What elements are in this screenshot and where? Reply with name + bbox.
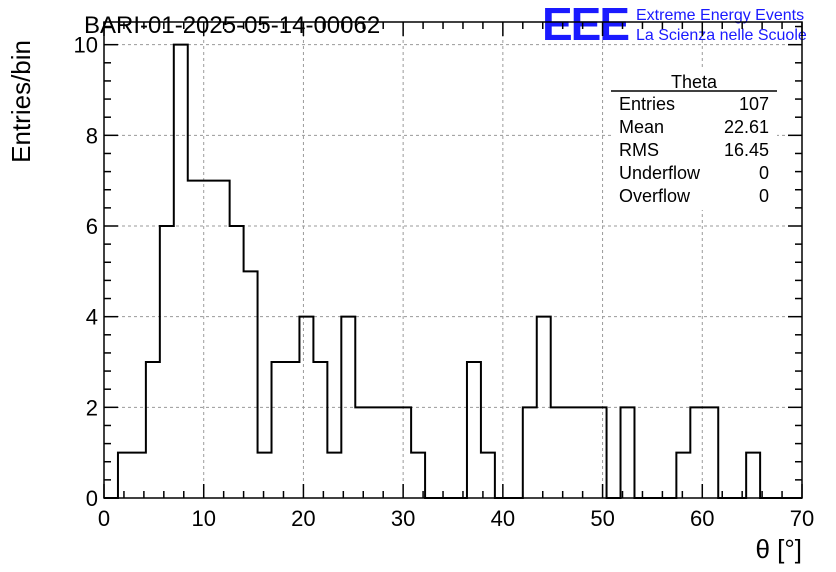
y-tick-label-0: 0: [86, 486, 98, 511]
stats-label-entries: Entries: [619, 94, 675, 114]
chart-title: BARI-01-2025-05-14-00062: [84, 12, 380, 39]
y-tick-label-4: 4: [86, 305, 98, 330]
stats-value-overflow: 0: [759, 186, 769, 206]
stats-label-overflow: Overflow: [619, 186, 691, 206]
y-tick-labels: 0 2 4 6 8 10: [74, 33, 98, 511]
stats-value-underflow: 0: [759, 163, 769, 183]
x-axis-title: θ [°]: [755, 534, 802, 564]
stats-name: Theta: [671, 72, 718, 92]
logo-line-2: La Scienza nelle Scuole: [636, 27, 807, 44]
logo-mark: EEE: [542, 0, 628, 50]
y-tick-label-8: 8: [86, 123, 98, 148]
plot-frame: [103, 21, 803, 499]
x-tick-label-60: 60: [690, 506, 714, 531]
logo-line-1: Extreme Energy Events: [636, 7, 804, 24]
stats-rows: Entries 107 Mean 22.61 RMS 16.45 Underflow 0 Ove…: [619, 94, 769, 206]
y-tick-label-2: 2: [86, 395, 98, 420]
stats-value-rms: 16.45: [724, 140, 769, 160]
stats-value-entries: 107: [739, 94, 769, 114]
y-axis-title: Entries/bin: [6, 40, 36, 163]
stats-label-mean: Mean: [619, 117, 664, 137]
x-tick-labels: 0 10 20 30 40 50 60 70: [98, 506, 814, 531]
x-tick-label-50: 50: [590, 506, 614, 531]
x-tick-label-40: 40: [491, 506, 515, 531]
stats-box: Theta Entries 107 Mean 22.61 RMS 16.45 Underfl…: [611, 68, 777, 210]
x-tick-label-0: 0: [98, 506, 110, 531]
stats-label-underflow: Underflow: [619, 163, 701, 183]
x-tick-label-20: 20: [291, 506, 315, 531]
x-tick-label-30: 30: [391, 506, 415, 531]
x-tick-label-10: 10: [191, 506, 215, 531]
stats-label-rms: RMS: [619, 140, 659, 160]
y-tick-label-6: 6: [86, 214, 98, 239]
stats-value-mean: 22.61: [724, 117, 769, 137]
axis-ticks: [103, 22, 803, 499]
x-tick-label-70: 70: [790, 506, 814, 531]
y-tick-label-10: 10: [74, 33, 98, 58]
eee-logo: EEE Extreme Energy Events La Scienza nel…: [542, 0, 807, 50]
